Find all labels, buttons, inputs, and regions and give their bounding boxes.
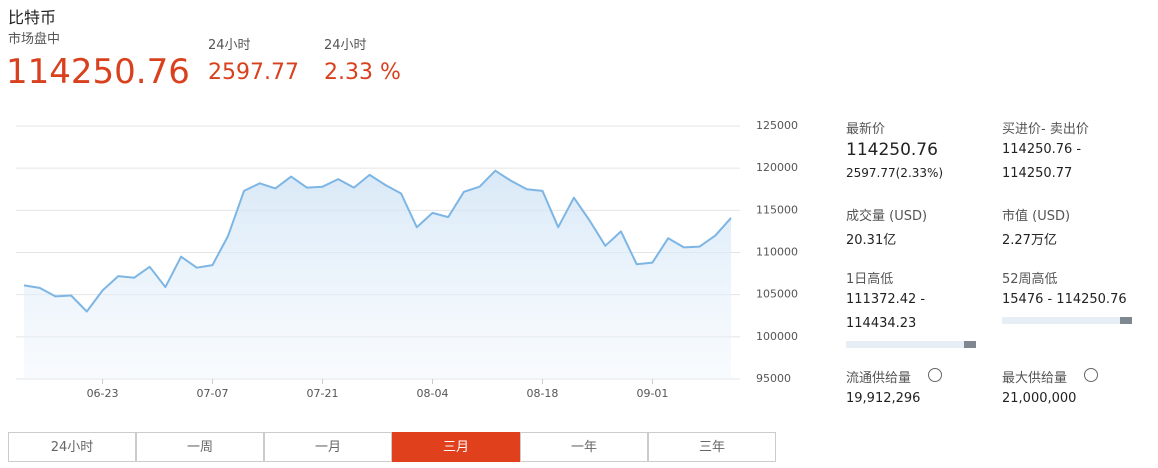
y-tick-label: 105000 (756, 288, 798, 301)
stat-value: 15476 - 114250.76 (1002, 292, 1127, 307)
stat-sub: 2597.77(2.33%) (846, 166, 944, 180)
x-tick-label: 08-18 (526, 387, 558, 400)
x-tick-label: 07-07 (197, 387, 229, 400)
stat-label: 市值 (USD) (1002, 209, 1071, 224)
change-label: 24小时 (208, 38, 251, 53)
stat-value: 111372.42 - (846, 292, 926, 307)
y-tick-label: 125000 (756, 119, 798, 132)
stat-sub: 114434.23 (846, 316, 917, 331)
stat-value: 114250.76 (846, 140, 938, 160)
stat-value: 20.31亿 (846, 233, 897, 248)
range-tab[interactable]: 三月 (392, 432, 520, 462)
stat-label: 流通供给量 (846, 371, 912, 386)
y-tick-label: 95000 (756, 372, 791, 385)
info-icon (1084, 368, 1098, 382)
stat-label: 最新价 (846, 122, 886, 137)
change-pct: 2.33 % (324, 60, 401, 85)
status: 市场盘中 (8, 32, 61, 47)
price: 114250.76 (6, 52, 190, 92)
change-pct-label: 24小时 (324, 38, 367, 53)
line (23, 169, 732, 313)
change: 2597.77 (208, 60, 299, 85)
stat-label: 1日高低 (846, 272, 894, 287)
stat-label: 买进价- 卖出价 (1002, 122, 1089, 137)
chart: 95000 100000 105000 110000 115000 120000 12500… (16, 119, 798, 400)
x-tick-label: 07-21 (307, 387, 339, 400)
stat-label: 52周高低 (1002, 272, 1058, 287)
stat-value: 19,912,296 (846, 391, 921, 406)
stat-sub: 114250.77 (1002, 166, 1073, 181)
stat-value: 114250.76 - (1002, 142, 1082, 157)
x-tick-label: 06-23 (87, 387, 119, 400)
stat-value: 21,000,000 (1002, 391, 1077, 406)
stat-label: 成交量 (USD) (846, 209, 928, 224)
range-tab[interactable]: 一月 (264, 432, 392, 462)
range-bar (846, 341, 976, 348)
range-marker (964, 341, 976, 348)
stat-value: 2.27万亿 (1002, 233, 1057, 248)
y-tick-label: 100000 (756, 330, 798, 343)
range-tab[interactable]: 一周 (136, 432, 264, 462)
area (24, 170, 731, 379)
range-tab[interactable]: 24小时 (8, 432, 136, 462)
stat-label: 最大供给量 (1002, 371, 1068, 386)
range-marker (1120, 317, 1132, 324)
range-tab[interactable]: 三年 (648, 432, 776, 462)
info-icon (928, 368, 942, 382)
x-tick-label: 08-04 (417, 387, 449, 400)
y-tick-label: 110000 (756, 246, 798, 259)
range-bar (1002, 317, 1132, 324)
range-tab[interactable]: 一年 (520, 432, 648, 462)
title: 比特币 (8, 8, 57, 27)
y-tick-label: 115000 (756, 203, 798, 216)
y-tick-label: 120000 (756, 161, 798, 174)
x-tick-label: 09-01 (636, 387, 668, 400)
